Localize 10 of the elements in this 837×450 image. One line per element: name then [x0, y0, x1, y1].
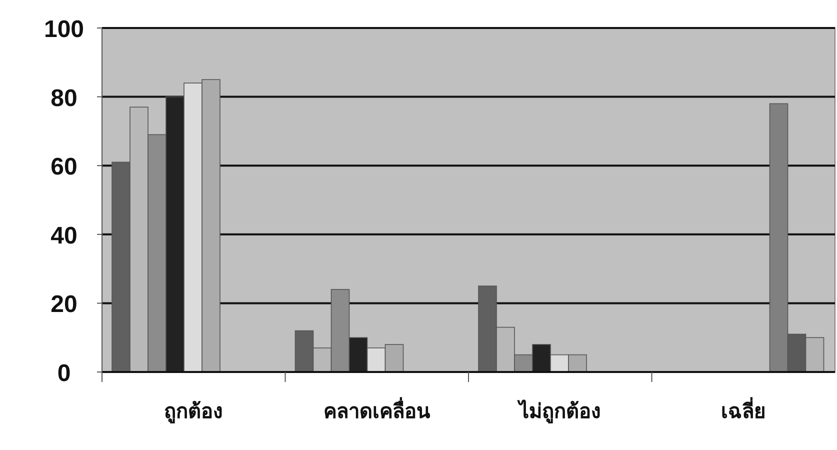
- y-tick-label: 0: [57, 360, 71, 387]
- x-tick-label: เฉลี่ย: [720, 396, 766, 423]
- y-tick-label: 20: [50, 291, 78, 318]
- x-tick-label: ถูกต้อง: [164, 399, 224, 425]
- x-tick-label: ไม่ถูกต้อง: [517, 399, 602, 425]
- y-tick-label: 80: [50, 84, 78, 112]
- y-tick-label: 60: [50, 154, 78, 181]
- y-tick-label: 40: [50, 222, 78, 250]
- y-tick-label: 100: [44, 16, 84, 43]
- x-tick-label: คลาดเคลื่อน: [323, 396, 430, 423]
